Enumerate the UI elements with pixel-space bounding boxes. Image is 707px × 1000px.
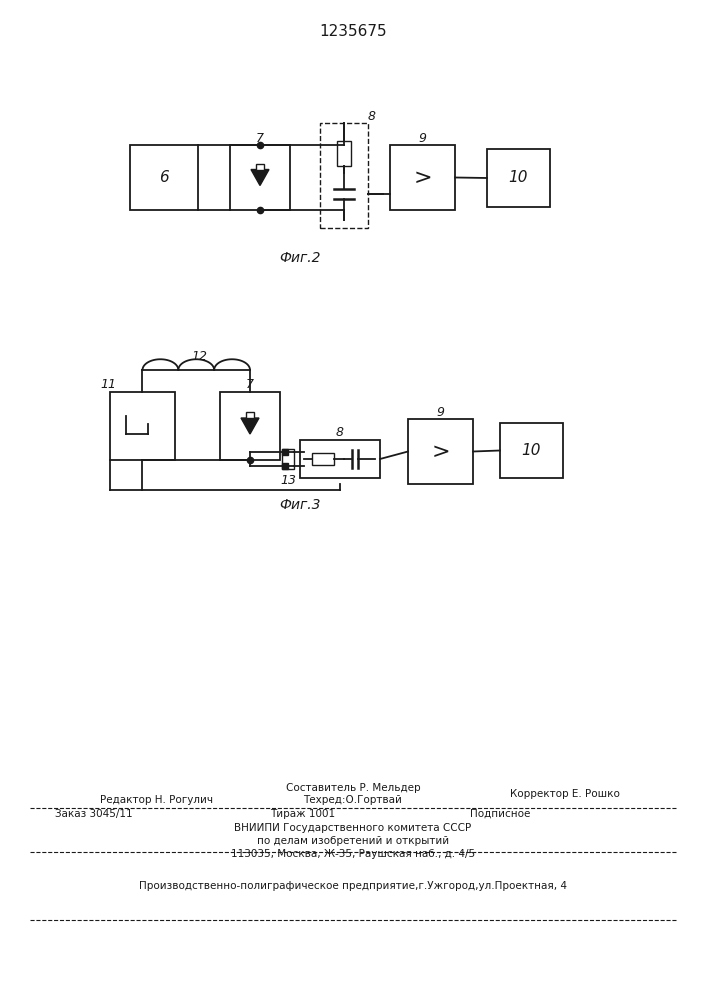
Text: 13: 13 xyxy=(280,474,296,487)
Bar xyxy=(246,412,254,418)
Bar xyxy=(320,123,368,228)
Text: 8: 8 xyxy=(368,110,376,123)
Bar xyxy=(337,141,351,165)
Text: Подписное: Подписное xyxy=(470,809,530,819)
Bar xyxy=(110,392,175,460)
Text: >: > xyxy=(413,167,432,188)
Bar xyxy=(220,392,280,460)
Text: 10: 10 xyxy=(522,443,542,458)
Bar xyxy=(130,145,198,210)
Text: 113035, Москва, Ж-35, Раушская наб., д. 4/5: 113035, Москва, Ж-35, Раушская наб., д. … xyxy=(231,849,475,859)
Text: 1235675: 1235675 xyxy=(319,24,387,39)
Text: Техред:О.Гортвай: Техред:О.Гортвай xyxy=(303,795,402,805)
Text: 8: 8 xyxy=(336,426,344,438)
Text: по делам изобретений и открытий: по делам изобретений и открытий xyxy=(257,836,449,846)
Text: 7: 7 xyxy=(246,378,254,391)
Text: >: > xyxy=(431,442,450,462)
Text: Тираж 1001: Тираж 1001 xyxy=(270,809,335,819)
Text: Производственно-полиграфическое предприятие,г.Ужгород,ул.Проектная, 4: Производственно-полиграфическое предприя… xyxy=(139,881,567,891)
Bar xyxy=(282,449,294,469)
Text: 10: 10 xyxy=(509,170,528,186)
Text: 9: 9 xyxy=(436,406,445,418)
Bar xyxy=(487,149,550,207)
Text: ВНИИПИ Государственного комитета СССР: ВНИИПИ Государственного комитета СССР xyxy=(235,823,472,833)
Text: Фиг.3: Фиг.3 xyxy=(279,498,321,512)
Text: 6: 6 xyxy=(159,170,169,185)
Polygon shape xyxy=(251,169,269,186)
Bar xyxy=(500,423,563,478)
Bar xyxy=(230,145,290,210)
Bar xyxy=(312,453,334,465)
Text: 9: 9 xyxy=(419,131,426,144)
Text: 12: 12 xyxy=(192,350,207,362)
Text: Заказ 3045/11: Заказ 3045/11 xyxy=(55,809,133,819)
Polygon shape xyxy=(241,418,259,434)
Text: 7: 7 xyxy=(256,131,264,144)
Text: Фиг.2: Фиг.2 xyxy=(279,251,321,265)
Text: Редактор Н. Рогулич: Редактор Н. Рогулич xyxy=(100,795,213,805)
Bar xyxy=(300,440,380,478)
Text: Составитель Р. Мельдер: Составитель Р. Мельдер xyxy=(286,783,421,793)
Bar xyxy=(390,145,455,210)
Bar xyxy=(256,163,264,169)
Bar xyxy=(408,419,473,484)
Text: 11: 11 xyxy=(100,378,116,391)
Text: Корректор Е. Рошко: Корректор Е. Рошко xyxy=(510,789,620,799)
